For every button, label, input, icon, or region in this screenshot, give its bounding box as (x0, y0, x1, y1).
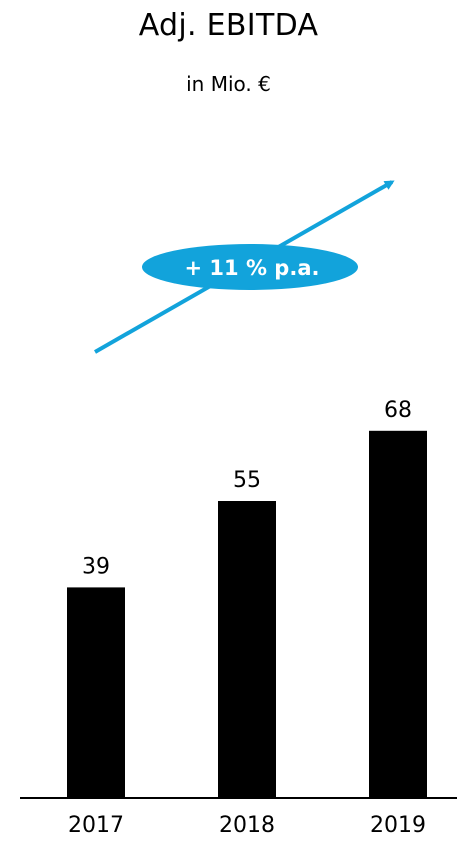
chart-title: Adj. EBITDA (138, 8, 319, 43)
growth-badge (142, 244, 358, 290)
x-tick-label-2019: 2019 (370, 813, 426, 838)
data-label-2018: 55 (233, 468, 261, 493)
growth-badge-label: + 11 % p.a. (185, 256, 320, 280)
x-axis: 2017 2018 2019 (20, 797, 457, 838)
bar-2019 (369, 430, 427, 798)
data-labels: 39 55 68 (82, 398, 412, 580)
bars (67, 430, 427, 798)
chart-subtitle: in Mio. € (186, 72, 271, 96)
growth-annotation: + 11 % p.a. (94, 180, 395, 354)
x-tick-label-2017: 2017 (68, 813, 124, 838)
x-tick-label-2018: 2018 (219, 813, 275, 838)
data-label-2017: 39 (82, 554, 110, 579)
bar-2017 (67, 587, 125, 798)
data-label-2019: 68 (384, 398, 412, 423)
bar-2018 (218, 501, 276, 798)
